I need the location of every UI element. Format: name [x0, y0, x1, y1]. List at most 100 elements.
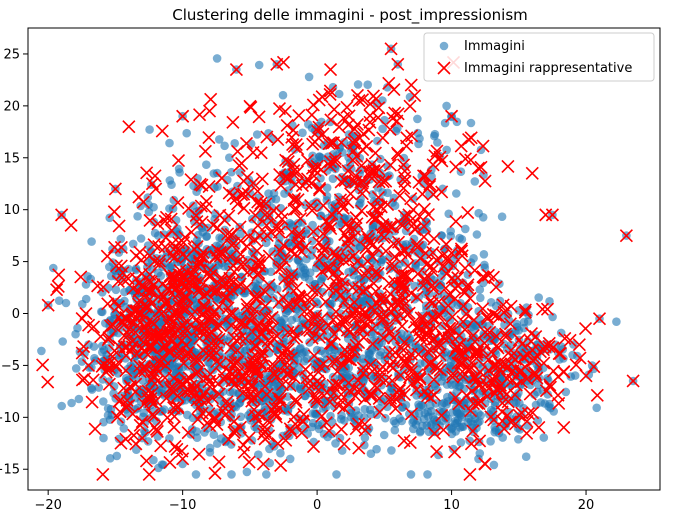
data-point-immagini-rappresentative [368, 146, 382, 160]
data-point-immagini [156, 271, 166, 281]
data-point-immagini [157, 379, 167, 389]
data-point-immagini [366, 449, 376, 459]
data-point-immagini-rappresentative [202, 130, 216, 145]
data-point-immagini [319, 318, 329, 327]
data-point-immagini [200, 428, 209, 437]
data-point-immagini-rappresentative [449, 214, 463, 228]
data-point-immagini-rappresentative [129, 249, 143, 263]
data-point-immagini [390, 425, 400, 435]
data-point-immagini-rappresentative [140, 166, 154, 180]
data-point-immagini-rappresentative [41, 375, 55, 389]
data-point-immagini-rappresentative [557, 420, 571, 435]
data-point-immagini-rappresentative [463, 467, 477, 481]
data-point-immagini-rappresentative [52, 268, 66, 282]
data-point-immagini [192, 236, 202, 245]
data-point-immagini [305, 338, 314, 347]
points-layer [36, 42, 640, 481]
data-point-immagini [154, 231, 163, 240]
data-point-immagini [220, 141, 229, 151]
x-tick-label: 0 [313, 498, 321, 513]
data-point-immagini [364, 350, 374, 360]
data-point-immagini [114, 434, 124, 444]
data-point-immagini-rappresentative [404, 78, 418, 92]
data-point-immagini [379, 430, 389, 440]
y-tick-label: −10 [0, 411, 20, 426]
data-point-immagini [58, 337, 67, 346]
data-point-immagini [99, 417, 108, 427]
x-tick-label: −10 [169, 498, 196, 513]
data-point-immagini-rappresentative [198, 144, 212, 158]
data-point-immagini-rappresentative [278, 104, 292, 119]
y-tick-label: 25 [3, 47, 20, 62]
data-point-immagini-rappresentative [160, 411, 174, 425]
data-point-immagini [111, 285, 121, 295]
data-point-immagini [335, 433, 345, 443]
data-point-immagini [497, 212, 507, 221]
data-point-immagini [387, 446, 396, 455]
data-point-immagini [227, 470, 236, 479]
data-point-immagini [486, 437, 495, 446]
data-point-immagini-rappresentative [525, 166, 539, 180]
data-point-immagini [413, 114, 422, 124]
data-point-immagini [162, 365, 172, 374]
data-point-immagini-rappresentative [578, 322, 593, 336]
data-point-immagini [302, 254, 311, 264]
data-point-immagini [561, 387, 571, 397]
data-point-immagini [105, 454, 115, 463]
data-point-immagini [540, 399, 549, 408]
data-point-immagini [136, 234, 146, 243]
data-point-immagini [415, 427, 425, 437]
data-point-immagini [480, 260, 489, 270]
data-point-immagini-rappresentative [85, 395, 99, 409]
data-point-immagini [99, 397, 108, 406]
data-point-immagini [266, 267, 276, 277]
data-point-immagini [268, 282, 278, 291]
data-point-immagini [442, 101, 451, 111]
data-point-immagini [169, 195, 179, 205]
data-point-immagini [419, 414, 429, 424]
data-point-immagini [457, 235, 467, 244]
data-point-immagini [592, 403, 601, 413]
data-point-immagini-rappresentative [212, 455, 226, 469]
data-point-immagini [332, 470, 341, 479]
data-point-immagini [131, 265, 141, 275]
data-point-immagini [87, 385, 97, 394]
data-point-immagini-rappresentative [204, 92, 218, 106]
data-point-immagini [97, 307, 106, 317]
data-point-immagini [479, 250, 489, 259]
data-point-immagini [456, 438, 466, 447]
data-point-immagini [363, 80, 373, 89]
data-point-immagini [280, 189, 289, 198]
data-point-immagini [472, 230, 482, 239]
data-point-immagini [165, 138, 174, 148]
data-point-immagini [411, 420, 421, 429]
data-point-immagini [479, 170, 488, 180]
data-point-immagini [81, 280, 91, 289]
data-point-immagini [211, 209, 220, 219]
data-point-immagini [274, 300, 284, 309]
data-point-immagini [278, 90, 288, 100]
data-point-immagini [212, 54, 222, 63]
data-point-immagini [219, 353, 229, 362]
data-point-immagini [37, 346, 46, 356]
data-point-immagini-rappresentative [478, 457, 492, 471]
data-point-immagini [519, 317, 529, 327]
data-point-immagini [192, 433, 202, 443]
data-point-immagini [274, 239, 284, 248]
data-point-immagini [236, 229, 245, 239]
data-point-immagini [54, 296, 64, 306]
data-point-immagini-rappresentative [501, 159, 515, 173]
data-point-immagini-rappresentative [362, 123, 376, 137]
data-point-immagini [77, 357, 87, 366]
data-point-immagini [465, 436, 475, 446]
data-point-immagini [252, 130, 262, 139]
data-point-immagini-rappresentative [305, 108, 319, 122]
data-point-immagini [105, 262, 114, 272]
data-point-immagini-rappresentative [154, 439, 168, 453]
data-point-immagini [452, 189, 461, 198]
y-tick-label: 20 [3, 99, 20, 114]
data-point-immagini [84, 363, 94, 372]
data-point-immagini [116, 234, 126, 244]
data-point-immagini [284, 238, 293, 247]
